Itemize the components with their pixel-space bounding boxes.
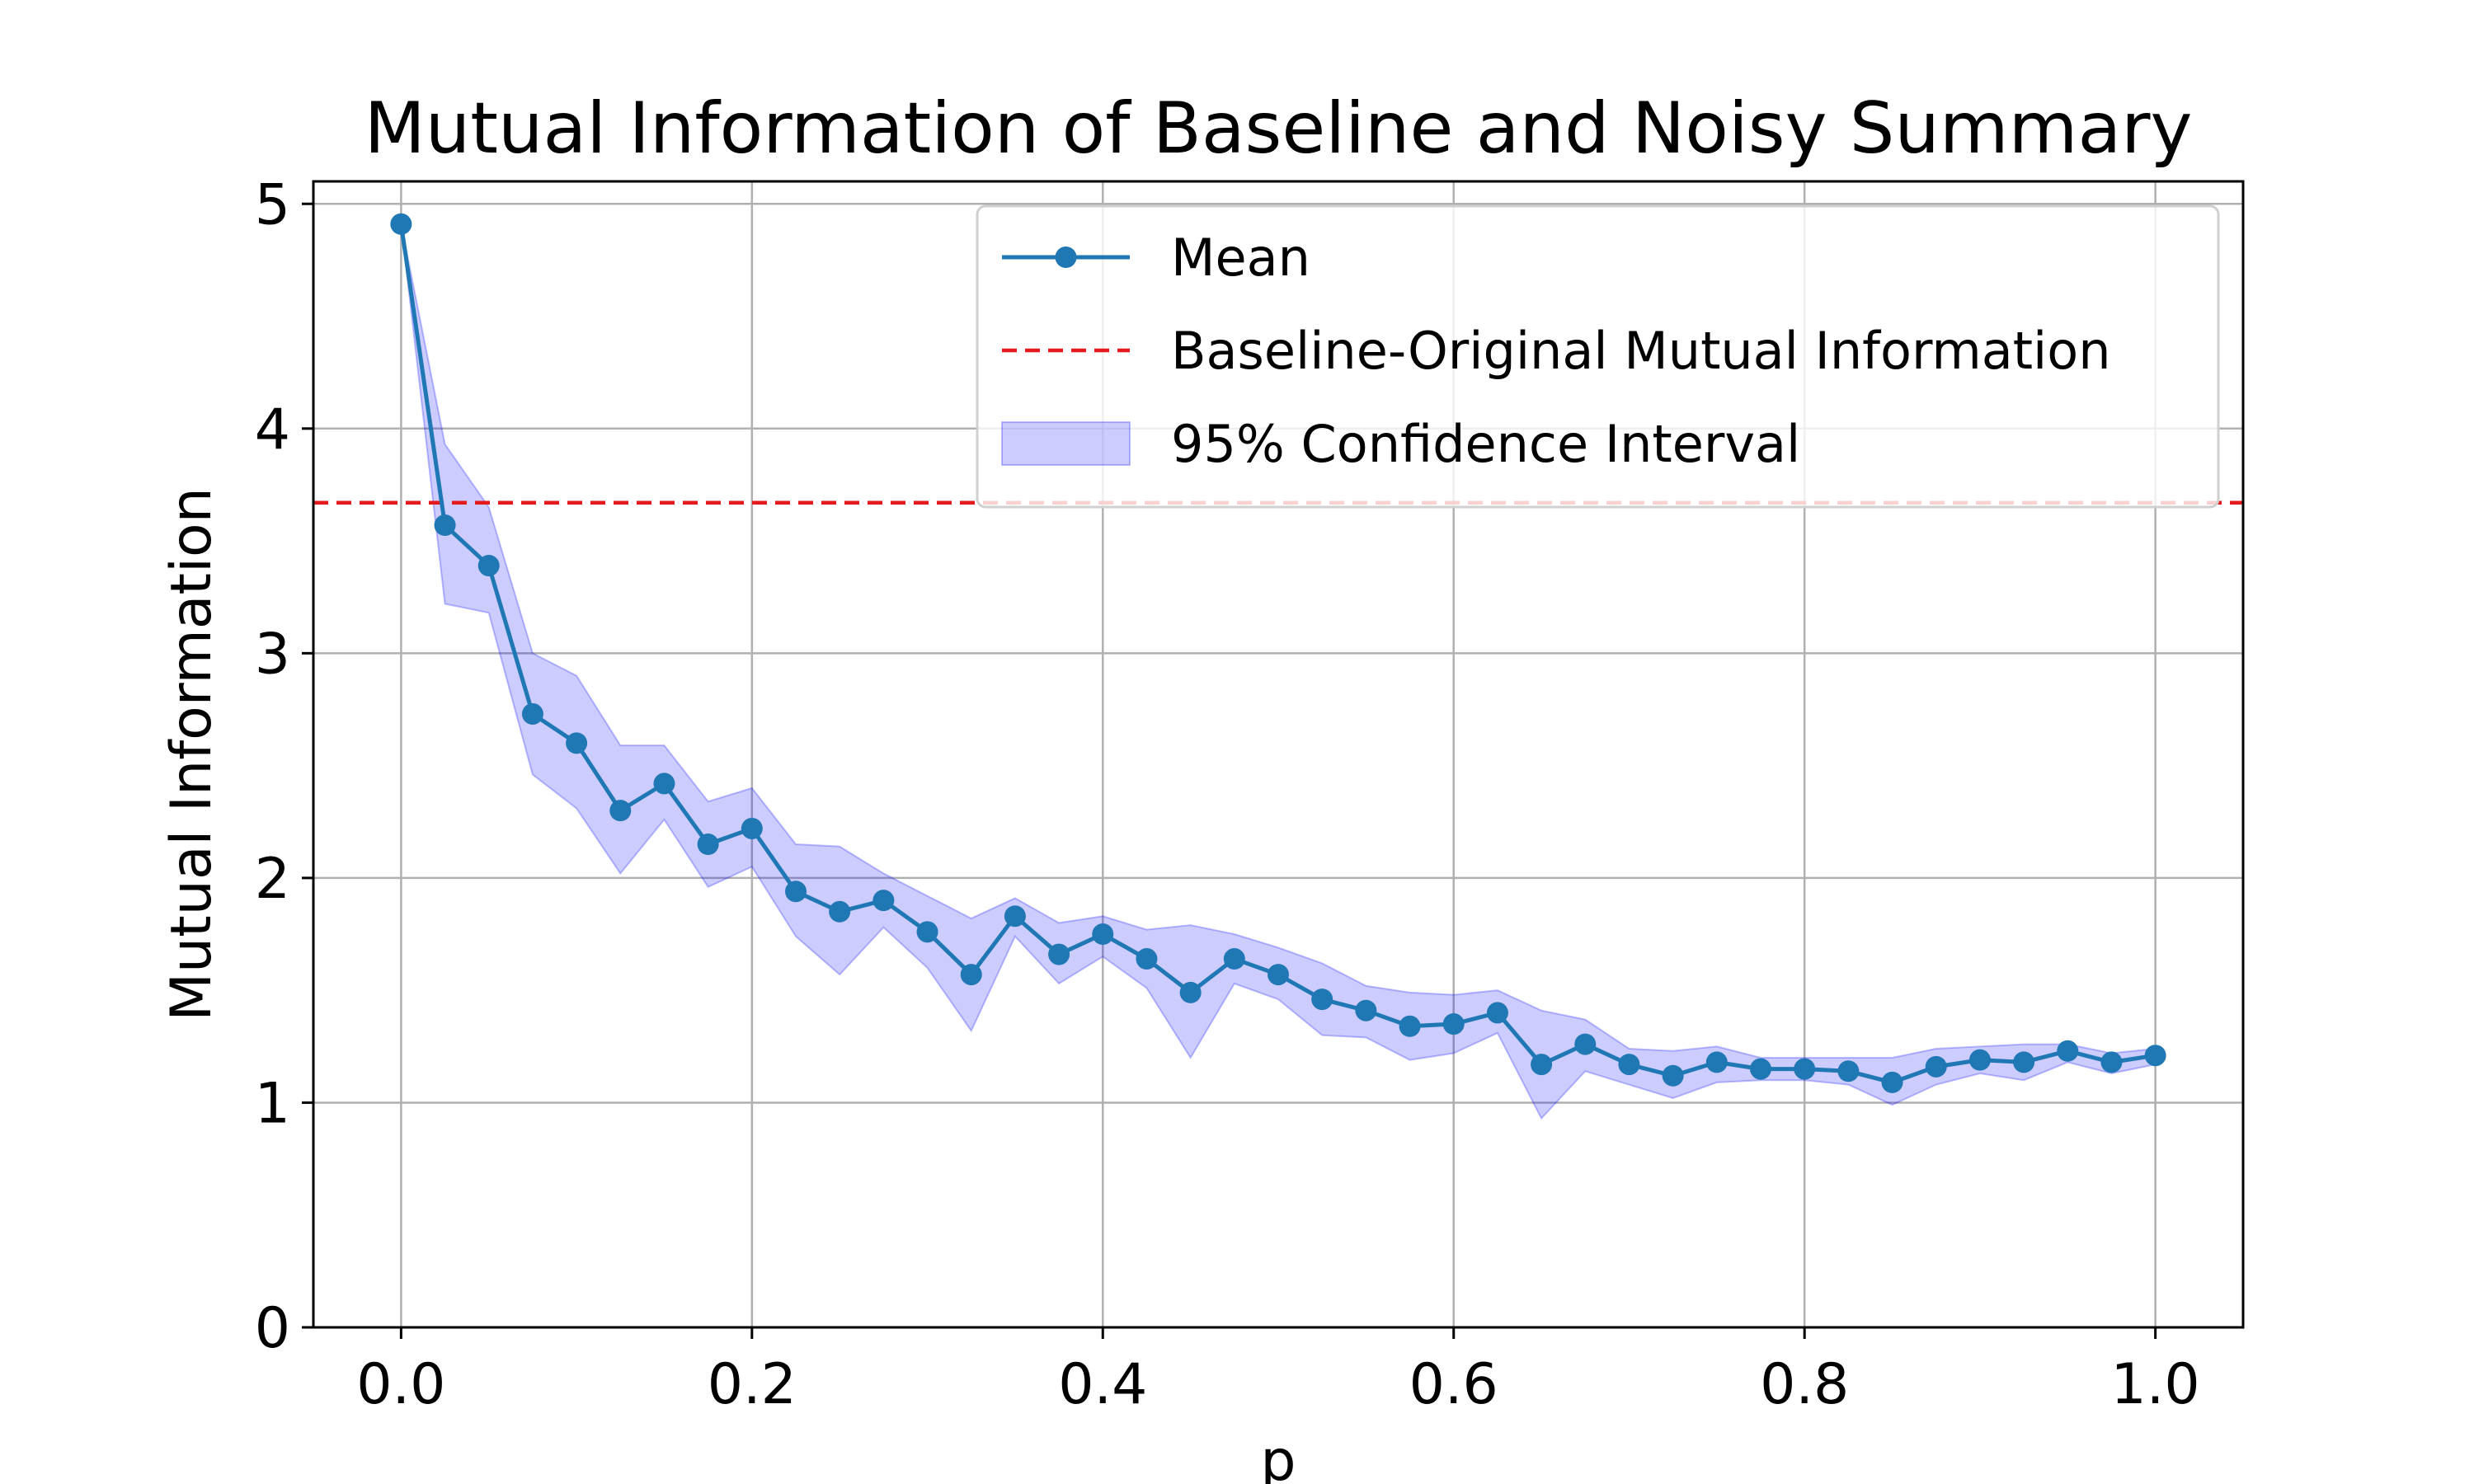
mean-point [1442, 1013, 1465, 1036]
mean-point [390, 213, 412, 235]
mean-point [1574, 1033, 1597, 1055]
mean-point [2013, 1051, 2035, 1073]
mean-point [1311, 989, 1333, 1011]
mean-point [2057, 1040, 2079, 1062]
x-axis-ticks: 0.0 0.2 0.4 0.6 0.8 1.0 [356, 1327, 2200, 1417]
mean-point [1223, 948, 1245, 970]
mean-point [1794, 1058, 1816, 1080]
mean-point [1092, 923, 1114, 946]
y-tick-label: 5 [255, 172, 290, 237]
legend-mean-marker [1055, 247, 1077, 268]
mean-point [1268, 964, 1289, 986]
y-tick-label: 1 [255, 1071, 290, 1136]
legend-mean-label: Mean [1171, 228, 1310, 288]
y-tick-label: 4 [255, 397, 290, 463]
mean-point [1837, 1060, 1860, 1082]
mean-point [872, 890, 895, 912]
mean-series [390, 213, 2166, 1093]
mean-point [477, 555, 500, 577]
mean-point [1355, 999, 1377, 1021]
legend-baseline-label: Baseline-Original Mutual Information [1171, 321, 2111, 381]
x-tick-label: 0.4 [1058, 1352, 1147, 1417]
mean-point [1618, 1054, 1640, 1076]
mean-point [1750, 1058, 1771, 1080]
mean-point [1662, 1064, 1684, 1087]
mean-point [1531, 1054, 1553, 1076]
y-axis-ticks: 0 1 2 3 4 5 [255, 172, 313, 1361]
y-tick-label: 2 [255, 847, 290, 912]
mean-point [916, 921, 938, 943]
mean-point [1486, 1002, 1508, 1024]
mean-point [1136, 948, 1158, 970]
legend: Mean Baseline-Original Mutual Information… [976, 204, 2220, 509]
mean-point [697, 834, 719, 856]
x-axis-label: p [1260, 1429, 1296, 1484]
mean-point [1705, 1051, 1728, 1073]
x-tick-label: 0.0 [356, 1352, 445, 1417]
legend-ci-swatch [1001, 421, 1131, 466]
chart-title: Mutual Information of Baseline and Noisy… [365, 87, 2193, 170]
mean-point [1179, 981, 1202, 1003]
mean-point [1048, 943, 1070, 965]
mean-point [566, 732, 588, 754]
mean-point [829, 900, 851, 923]
legend-box [976, 204, 2220, 509]
mean-point [2144, 1045, 2166, 1067]
x-tick-label: 1.0 [2111, 1352, 2200, 1417]
x-tick-label: 0.2 [708, 1352, 797, 1417]
mean-point [2100, 1051, 2123, 1073]
x-tick-label: 0.6 [1409, 1352, 1498, 1417]
mean-point [1881, 1071, 1903, 1093]
mean-point [741, 817, 763, 839]
mean-point [521, 702, 543, 725]
mean-point [1004, 905, 1026, 928]
y-tick-label: 0 [255, 1296, 290, 1361]
legend-ci-label: 95% Confidence Interval [1171, 414, 1800, 474]
mean-point [434, 514, 456, 536]
plot-frame [312, 180, 2245, 1329]
mean-point [1925, 1055, 1947, 1078]
mean-point [609, 800, 632, 822]
y-axis-label: Mutual Information [159, 487, 224, 1021]
mean-point [960, 964, 982, 986]
mean-point [1399, 1015, 1421, 1037]
mean-point [785, 881, 807, 903]
x-tick-label: 0.8 [1760, 1352, 1849, 1417]
mean-point [653, 773, 675, 795]
y-tick-label: 3 [255, 622, 290, 687]
mean-point [1968, 1049, 1991, 1071]
